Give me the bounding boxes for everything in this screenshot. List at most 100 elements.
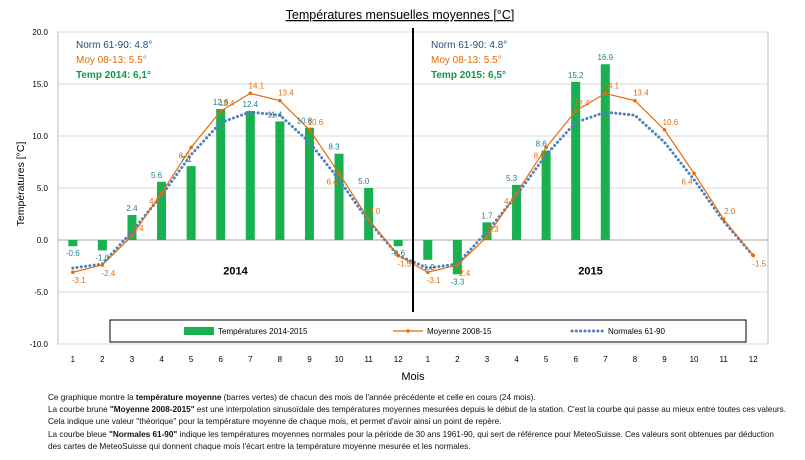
moyenne-data-label: 2.0 [369, 207, 381, 216]
moyenne-point [278, 98, 282, 103]
moyenne-data-label: 6.4 [326, 177, 338, 186]
bar [334, 153, 344, 240]
x-tick-label: 2 [455, 355, 460, 364]
moyenne-point [455, 263, 460, 267]
x-tick-label: 12 [749, 355, 758, 364]
moyenne-data-label: 13.4 [633, 89, 649, 98]
norm-info: Norm 61-90: 4.8° [76, 40, 152, 51]
moyenne-data-label: 0.4 [132, 224, 144, 233]
x-tick-label: 3 [130, 355, 135, 364]
bar-data-label: -1.9 [421, 263, 435, 272]
moyenne-data-label: 4.5 [149, 197, 161, 206]
moyenne-point [514, 191, 519, 195]
moyenne-point [159, 191, 164, 195]
moyenne-point [425, 270, 430, 275]
moyenne-point [248, 91, 253, 96]
norm-info: Norm 61-90: 4.8° [431, 40, 507, 51]
bar [186, 166, 196, 240]
x-tick-label: 1 [426, 355, 431, 364]
info-boxes: Norm 61-90: 4.8° Moy 08-13: 5.5° Temp 2014… [76, 40, 507, 81]
moyenne-data-label: 10.6 [308, 118, 324, 127]
moyenne-point [396, 253, 401, 258]
x-tick-label: 5 [544, 355, 549, 364]
bar [304, 127, 314, 240]
x-tick-label: 12 [394, 355, 403, 364]
bar [216, 108, 226, 241]
bar-data-label: -1.0 [95, 253, 109, 262]
x-tick-label: 10 [335, 355, 344, 364]
moyenne-point [337, 171, 341, 176]
moyenne-point [218, 109, 223, 113]
bar-data-label: 12.4 [243, 100, 259, 109]
caption-line-3: La courbe bleue "Normales 61-90" indique… [48, 429, 774, 451]
moyenne-point [70, 270, 75, 275]
legend-moyenne-label: Moyenne 2008-15 [427, 327, 492, 336]
y-axis-label: Températures [°C] [15, 142, 27, 227]
moyenne-data-label: 10.6 [663, 118, 679, 127]
x-axis-label: Mois [401, 371, 425, 383]
bar [157, 181, 167, 240]
moyenne-point [366, 217, 371, 221]
legend-box [109, 319, 747, 343]
bar [423, 240, 433, 260]
temp-info: Temp 2015: 6,5° [431, 70, 506, 81]
x-tick-label: 11 [719, 355, 728, 364]
y-tick-label: -5.0 [34, 288, 48, 297]
y-tick-label: 15.0 [32, 80, 48, 89]
bar [571, 81, 581, 240]
legend-bar-label: Températures 2014-2015 [218, 327, 308, 336]
moyenne-point [692, 171, 696, 176]
chart-title: Températures mensuelles moyennes [°C] [286, 8, 515, 22]
bar-data-label: 11.4 [267, 110, 283, 119]
year-label: 2014 [223, 265, 248, 277]
bar [97, 240, 107, 251]
bar [393, 240, 403, 247]
moyenne-data-label: 0.3 [487, 225, 499, 234]
moyenne-data-label: 14.1 [249, 81, 265, 90]
x-tick-label: 5 [189, 355, 194, 364]
bar-data-label: 5.3 [506, 174, 518, 183]
y-tick-label: 0.0 [37, 236, 49, 245]
x-tick-label: 1 [71, 355, 76, 364]
x-tick-label: 9 [307, 355, 312, 364]
moyenne-point [751, 253, 756, 258]
bar [127, 215, 137, 240]
moyenne-data-label: -3.1 [427, 276, 441, 285]
x-tick-label: 6 [218, 355, 223, 364]
moyenne-point [485, 235, 489, 239]
x-tick-label: 11 [364, 355, 373, 364]
y-tick-label: 10.0 [32, 132, 48, 141]
moyenne-data-label: 8.9 [534, 151, 546, 160]
bar [364, 188, 374, 240]
bar-data-label: 7.1 [181, 155, 193, 164]
x-tick-label: 7 [248, 355, 253, 364]
bar-data-label: 8.6 [536, 140, 548, 149]
bar [452, 240, 462, 275]
caption-line-1: Ce graphique montre la température moyen… [48, 393, 536, 402]
moy-info: Moy 08-13: 5.5° [76, 55, 147, 66]
gridlines [57, 31, 769, 345]
moyenne-point [130, 234, 134, 238]
bar-data-label: 5.6 [151, 171, 163, 180]
legend-moyenne-marker [406, 329, 410, 333]
bar-data-label: 8.3 [328, 143, 340, 152]
bar [512, 184, 522, 240]
x-tick-label: 7 [603, 355, 608, 364]
moyenne-data-label: 6.4 [681, 177, 693, 186]
moyenne-data-label: 8.9 [179, 151, 191, 160]
moyenne-point [189, 145, 193, 150]
moyenne-data-label: 12.4 [574, 99, 590, 108]
moyenne-data-label: 2.0 [724, 207, 736, 216]
bar-data-label: 16.9 [598, 53, 614, 62]
moyenne-data-label: -3.1 [72, 276, 86, 285]
bar-data-label: 12.6 [213, 98, 229, 107]
moyenne-data-label: 12.4 [219, 99, 235, 108]
bar-series [68, 64, 610, 275]
x-tick-label: 2 [100, 355, 105, 364]
moyenne-data-label: 4.5 [504, 197, 516, 206]
moyenne-data-label: -2.4 [101, 269, 115, 278]
x-tick-label: 9 [662, 355, 667, 364]
bar-data-label: -3.3 [450, 277, 464, 286]
bar-data-label: 15.2 [568, 71, 584, 80]
